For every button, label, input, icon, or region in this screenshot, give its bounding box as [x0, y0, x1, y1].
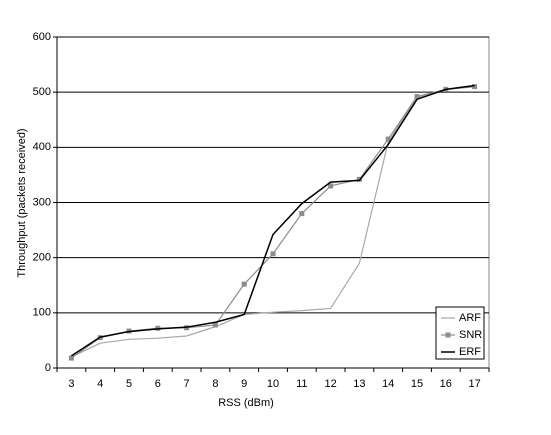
x-tick-label: 11 [296, 378, 307, 390]
series-marker [68, 355, 74, 361]
series-marker [299, 211, 305, 217]
series-marker [385, 136, 391, 142]
x-tick-label: 17 [468, 378, 480, 390]
x-tick-label: 14 [382, 378, 394, 390]
legend-label: ERF [459, 346, 481, 358]
x-tick-label: 16 [440, 378, 452, 390]
y-tick-label: 100 [33, 307, 51, 319]
y-tick-label: 600 [33, 31, 51, 43]
x-tick-label: 3 [68, 378, 74, 390]
series-line [71, 86, 475, 358]
x-tick-label: 5 [126, 378, 132, 390]
y-axis-label: Throughput (packets received) [16, 128, 28, 277]
series-marker [414, 94, 420, 100]
y-tick-label: 300 [33, 196, 51, 208]
series-marker [472, 84, 478, 90]
series-marker [270, 251, 276, 257]
series-marker [328, 183, 334, 189]
x-tick-label: 6 [155, 378, 161, 390]
legend-box [435, 306, 485, 360]
series-marker [212, 322, 218, 328]
y-tick-label: 200 [33, 252, 51, 264]
legend-label: SNR [459, 329, 482, 341]
x-tick-label: 10 [267, 378, 279, 390]
x-tick-label: 15 [411, 378, 423, 390]
x-tick-label: 13 [353, 378, 365, 390]
legend-label: ARF [459, 312, 481, 324]
x-tick-label: 8 [212, 378, 218, 390]
x-tick-label: 7 [184, 378, 190, 390]
x-tick-label: 4 [97, 378, 103, 390]
y-tick-label: 500 [33, 86, 51, 98]
legend-marker [445, 332, 451, 338]
y-tick-label: 400 [33, 141, 51, 153]
series-marker [241, 281, 247, 287]
x-tick-label: 12 [324, 378, 336, 390]
series-line [70, 84, 475, 357]
x-axis-label: RSS (dBm) [218, 397, 274, 409]
x-tick-label: 9 [241, 378, 247, 390]
y-tick-label: 0 [45, 362, 51, 374]
